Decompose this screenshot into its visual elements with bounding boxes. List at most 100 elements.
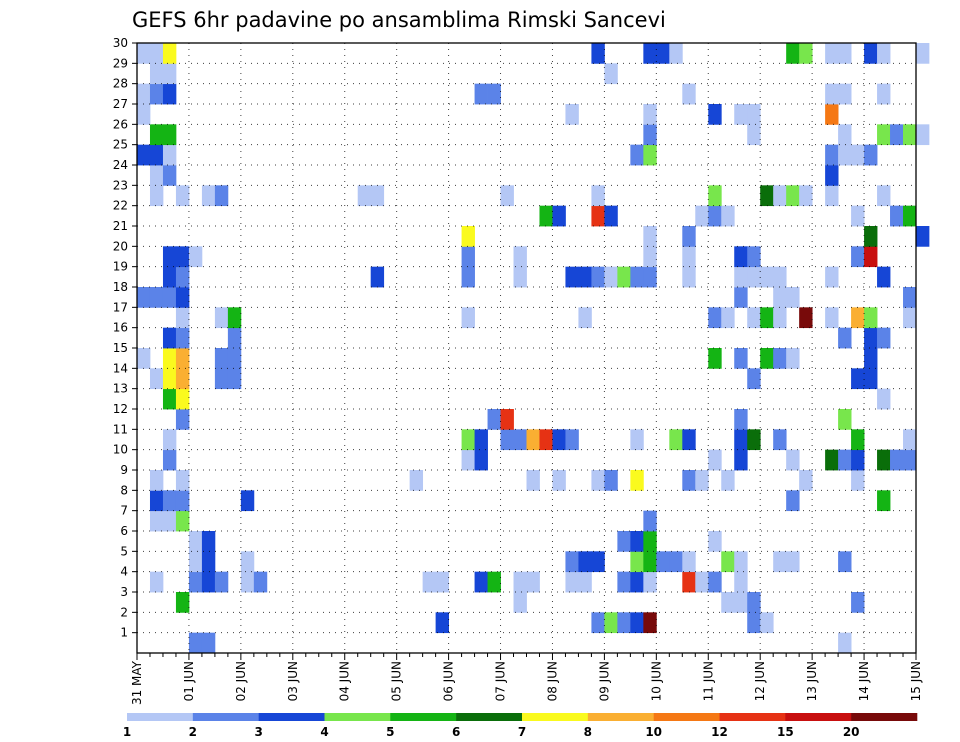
y-tick-label: 30 — [113, 36, 128, 50]
heatmap-cell — [760, 348, 774, 369]
y-tick-label: 4 — [120, 565, 128, 579]
heatmap-cell — [799, 43, 813, 64]
heatmap-cell — [825, 449, 839, 471]
heatmap-cell — [877, 266, 891, 288]
heatmap-cell — [461, 266, 475, 288]
heatmap-cell — [916, 43, 930, 64]
heatmap-cell — [721, 592, 735, 613]
heatmap-cell — [630, 144, 644, 166]
colorbar-label: 8 — [584, 725, 592, 739]
y-tick-label: 27 — [113, 97, 128, 111]
heatmap-cell — [578, 571, 592, 593]
colorbar-label: 15 — [777, 725, 794, 739]
heatmap-cell — [903, 287, 917, 308]
x-tick-label: 09 JUN — [597, 661, 611, 701]
heatmap-cell — [513, 246, 527, 268]
y-tick-label: 29 — [113, 56, 128, 70]
x-tick-label: 13 JUN — [805, 661, 819, 701]
heatmap-cell — [708, 205, 722, 227]
heatmap-cell — [838, 43, 852, 64]
y-tick-label: 16 — [113, 321, 128, 335]
heatmap-cell — [617, 531, 631, 552]
heatmap-cell — [864, 348, 878, 369]
heatmap-cell — [643, 246, 657, 268]
heatmap-cell — [838, 632, 852, 654]
heatmap-cell — [137, 287, 151, 308]
heatmap-cell — [162, 83, 177, 105]
heatmap-cell — [903, 429, 917, 451]
heatmap-cell — [851, 470, 865, 491]
x-tick-label: 06 JUN — [442, 661, 456, 701]
heatmap-cell — [682, 83, 696, 105]
heatmap-cell — [890, 449, 904, 471]
y-tick-label: 19 — [113, 260, 128, 274]
heatmap-cell — [630, 266, 644, 288]
y-tick-label: 24 — [113, 158, 128, 172]
heatmap-cell — [630, 429, 644, 451]
y-tick-label: 25 — [113, 138, 128, 152]
heatmap-cell — [565, 571, 579, 593]
heatmap-cell — [825, 43, 839, 64]
heatmap-cell — [162, 429, 177, 451]
heatmap-cell — [487, 83, 501, 105]
colorbar-label: 4 — [320, 725, 328, 739]
colorbar-label: 2 — [189, 725, 197, 739]
heatmap-cell — [604, 205, 618, 227]
colorbar-label: 20 — [843, 725, 860, 739]
heatmap-cell — [500, 429, 514, 451]
heatmap-cell — [916, 226, 930, 247]
colorbar-swatch — [456, 713, 523, 721]
heatmap-cell — [162, 124, 177, 146]
heatmap-cell — [643, 266, 657, 288]
heatmap-cell — [630, 470, 644, 491]
heatmap-cell — [734, 409, 748, 430]
heatmap-cell — [513, 571, 527, 593]
heatmap-cell — [877, 185, 891, 207]
heatmap-cell — [214, 185, 229, 207]
heatmap-cell — [149, 144, 164, 166]
heatmap-cell — [149, 571, 164, 593]
heatmap-cell — [734, 592, 748, 613]
heatmap-cell — [175, 409, 190, 430]
y-tick-label: 23 — [113, 178, 128, 192]
heatmap-cell — [682, 571, 696, 593]
heatmap-cell — [188, 246, 203, 268]
heatmap-cell — [162, 449, 177, 471]
heatmap-cell — [864, 43, 878, 64]
heatmap-cell — [825, 185, 839, 207]
heatmap-cell — [149, 287, 164, 308]
x-tick-label: 08 JUN — [545, 661, 559, 701]
heatmap-cell — [227, 307, 242, 329]
heatmap-cell — [149, 470, 164, 491]
heatmap-cell — [708, 307, 722, 329]
heatmap-cell — [617, 612, 631, 634]
heatmap-cell — [721, 551, 735, 573]
heatmap-cell — [591, 185, 605, 207]
heatmap-cell — [851, 307, 865, 329]
heatmap-cell — [825, 307, 839, 329]
heatmap-cell — [682, 551, 696, 573]
heatmap-cell — [825, 266, 839, 288]
x-tick-label: 07 JUN — [494, 661, 508, 701]
heatmap-cell — [487, 409, 501, 430]
heatmap-cell — [747, 307, 761, 329]
x-tick-label: 12 JUN — [753, 661, 767, 701]
heatmap-cell — [682, 470, 696, 491]
heatmap-cell — [851, 368, 865, 390]
y-tick-label: 1 — [120, 626, 128, 640]
x-tick-label: 03 JUN — [286, 661, 300, 701]
heatmap-cell — [162, 246, 177, 268]
heatmap-cell — [838, 124, 852, 146]
heatmap-cell — [201, 551, 216, 573]
y-tick-label: 3 — [120, 585, 128, 599]
heatmap-cell — [669, 551, 683, 573]
colorbar-label: 5 — [386, 725, 394, 739]
heatmap-cell — [175, 287, 190, 308]
heatmap-cell — [370, 266, 385, 288]
heatmap-cell — [851, 592, 865, 613]
heatmap-cell — [643, 571, 657, 593]
heatmap-cell — [708, 185, 722, 207]
heatmap-cell — [747, 104, 761, 125]
colorbar-swatch — [653, 713, 720, 721]
heatmap-cell — [474, 449, 488, 471]
